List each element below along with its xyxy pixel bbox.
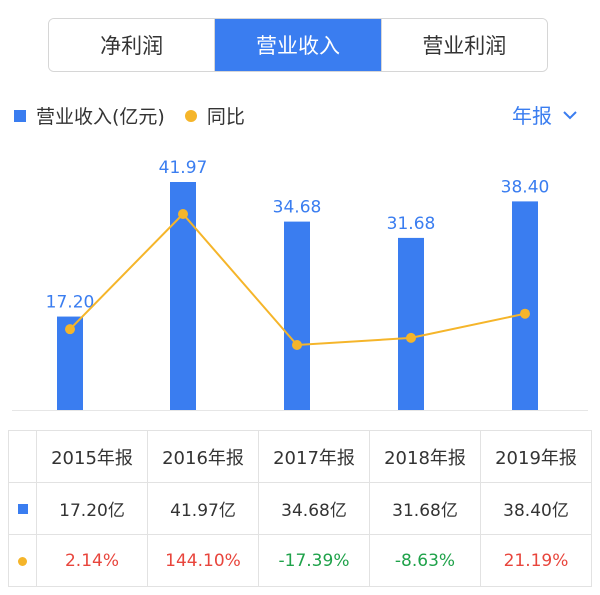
yoy-point[interactable] (520, 308, 530, 319)
table-header-cell: 2015年报 (36, 430, 148, 483)
yoy-point[interactable] (406, 332, 416, 343)
line-legend-swatch (184, 109, 197, 122)
bar-legend-label: 营业收入(亿元) (36, 106, 165, 128)
yoy-row-swatch (8, 534, 37, 587)
table-cell: -17.39% (258, 534, 370, 587)
table-header-row: 2015年报 2016年报 2017年报 2018年报 2019年报 (8, 430, 592, 483)
bar-value-label: 41.97 (159, 158, 208, 178)
table-cell: 2.14% (36, 534, 148, 587)
period-selector-label: 年报 (512, 104, 552, 128)
table-cell: 41.97亿 (147, 482, 259, 535)
yoy-point[interactable] (178, 209, 188, 219)
metric-tabs: 净利润 营业收入 营业利润 (48, 18, 548, 72)
yoy-point[interactable] (65, 324, 75, 335)
chart-legend: 营业收入(亿元) 同比 (14, 102, 245, 129)
data-table: 2015年报 2016年报 2017年报 2018年报 2019年报 17.20… (8, 430, 592, 587)
bar-value-label: 34.68 (273, 198, 322, 218)
bar-value-label: 17.20 (46, 293, 95, 313)
table-cell: 38.40亿 (480, 482, 592, 535)
bar-legend-swatch (14, 109, 26, 122)
yoy-point[interactable] (292, 340, 302, 350)
table-cell: 34.68亿 (258, 482, 370, 535)
table-cell: 21.19% (480, 534, 592, 587)
tab-net-profit[interactable]: 净利润 (49, 19, 215, 71)
table-header-cell: 2019年报 (480, 430, 592, 483)
chevron-down-icon (563, 110, 577, 119)
line-legend-label: 同比 (206, 106, 245, 128)
bar-value-label: 31.68 (387, 214, 436, 234)
tab-revenue[interactable]: 营业收入 (214, 19, 381, 71)
table-corner-cell (8, 430, 37, 483)
table-header-cell: 2018年报 (369, 430, 481, 483)
table-cell: 17.20亿 (36, 482, 148, 535)
revenue-bar[interactable] (170, 182, 196, 410)
table-cell: 144.10% (147, 534, 259, 587)
tab-operating-profit[interactable]: 营业利润 (380, 19, 547, 71)
period-selector[interactable]: 年报 (512, 100, 578, 129)
table-header-cell: 2017年报 (258, 430, 370, 483)
bar-value-label: 38.40 (501, 177, 550, 197)
table-row-revenue: 17.20亿 41.97亿 34.68亿 31.68亿 38.40亿 (8, 482, 592, 535)
revenue-row-swatch (8, 482, 37, 535)
table-cell: 31.68亿 (369, 482, 481, 535)
revenue-bar[interactable] (398, 237, 424, 410)
table-cell: -8.63% (369, 534, 481, 587)
revenue-bar[interactable] (512, 201, 538, 410)
table-row-yoy: 2.14% 144.10% -17.39% -8.63% 21.19% (8, 534, 592, 587)
revenue-bar[interactable] (284, 221, 310, 410)
table-header-cell: 2016年报 (147, 430, 259, 483)
revenue-chart: 17.20 41.97 34.68 31.68 38.40 (12, 158, 588, 411)
